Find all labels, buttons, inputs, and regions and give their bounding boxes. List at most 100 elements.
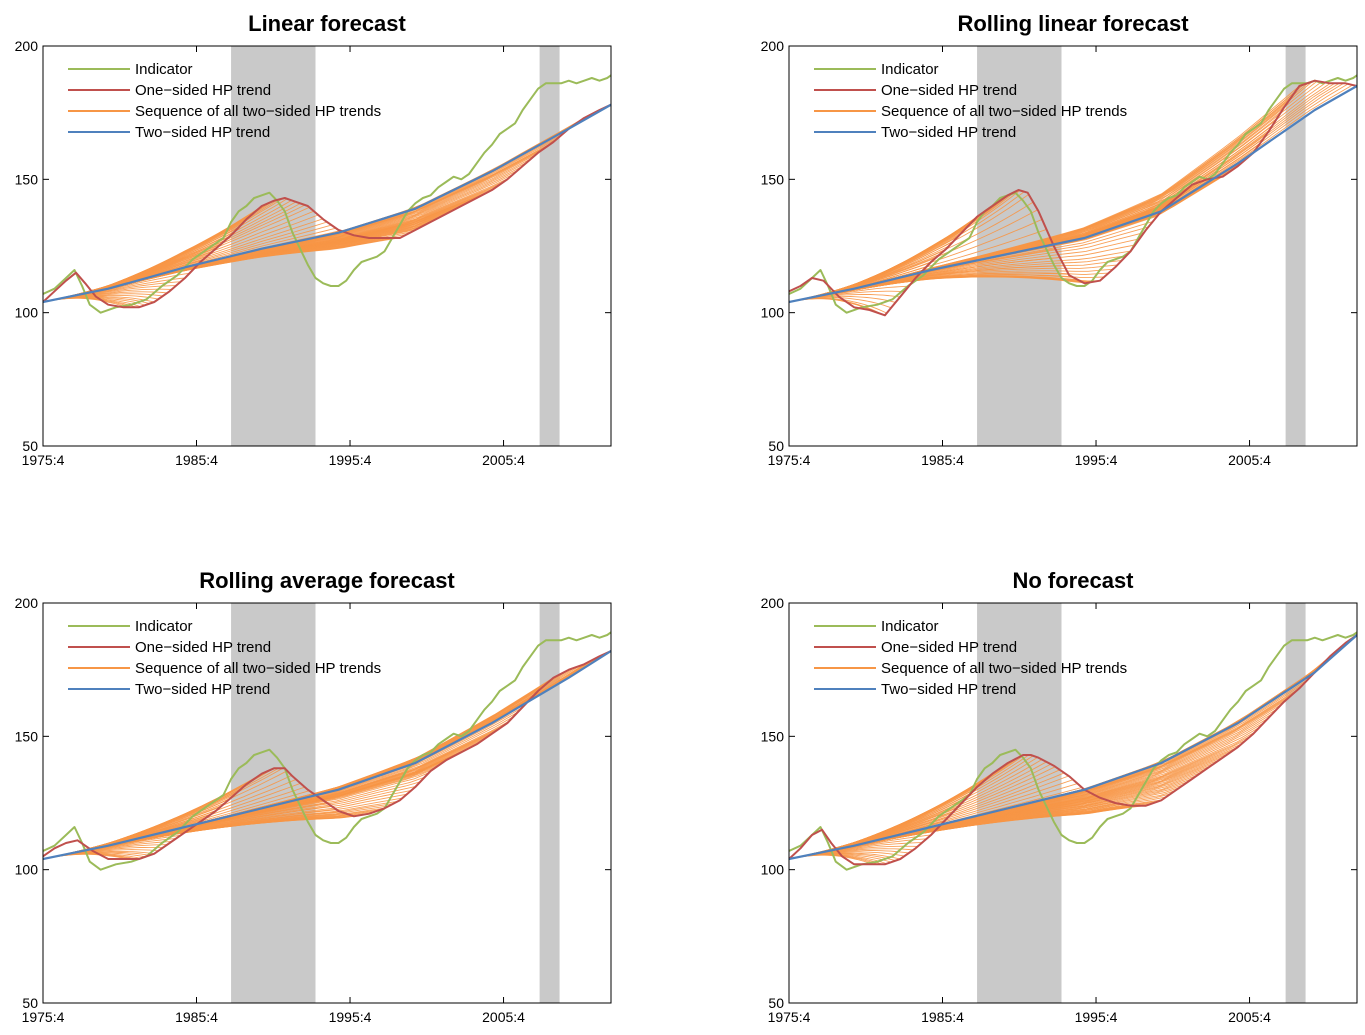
sequence-line — [789, 222, 972, 303]
legend-label: Sequence of all two−sided HP trends — [881, 660, 1127, 677]
sequence-line — [789, 769, 998, 860]
y-tick-label: 50 — [22, 438, 38, 454]
chart-panel-4: No forecast 50 100 150 200 1975:4 1985:4 1995:4… — [761, 568, 1358, 1025]
sequence-line — [43, 112, 594, 303]
chart-panel-3: Rolling average forecast 50 100 150 200 1975:… — [15, 568, 612, 1025]
chart-title: Linear forecast — [248, 11, 406, 36]
legend-label: Indicator — [881, 61, 939, 78]
chart-panel-2: Rolling linear forecast 50 100 150 200 1975:4… — [761, 11, 1358, 468]
y-tick-label: 200 — [761, 595, 785, 611]
y-tick-label: 50 — [22, 995, 38, 1011]
chart-title: Rolling average forecast — [199, 568, 455, 593]
plot-area — [789, 631, 1357, 871]
indicator-line — [789, 631, 1357, 871]
legend: Indicator One−sided HP trend Sequence of a… — [68, 618, 381, 698]
two-sided-hp-trend-line — [43, 103, 611, 304]
legend: Indicator One−sided HP trend Sequence of a… — [814, 61, 1127, 141]
x-tick-label: 1995:4 — [1075, 1009, 1118, 1025]
sequence-line — [43, 650, 611, 860]
y-tick-label: 200 — [15, 595, 39, 611]
indicator-line — [43, 74, 611, 314]
one-sided-hp-trend-line — [43, 650, 611, 860]
sequence-lines — [43, 650, 611, 860]
sequence-line — [789, 648, 1340, 860]
sequence-line — [43, 654, 603, 860]
legend-label: Sequence of all two−sided HP trends — [135, 660, 381, 677]
legend-label: One−sided HP trend — [135, 82, 271, 99]
sequence-line — [43, 206, 261, 303]
plot-area — [789, 74, 1357, 317]
sequence-line — [789, 211, 985, 303]
x-tick-label: 1995:4 — [329, 1009, 372, 1025]
axes-frame — [788, 45, 1358, 447]
sequence-line — [789, 195, 1007, 303]
shaded-period-2 — [1285, 603, 1306, 1003]
x-tick-label: 1995:4 — [1075, 452, 1118, 468]
legend: Indicator One−sided HP trend Sequence of a… — [814, 618, 1127, 698]
sequence-line — [43, 656, 598, 860]
x-tick-label: 2005:4 — [1228, 452, 1271, 468]
legend-label: Sequence of all two−sided HP trends — [881, 103, 1127, 120]
sequence-line — [789, 780, 985, 860]
chart-panel-1: Linear forecast 50 100 150 200 1975:4 1985:4 19… — [15, 11, 612, 468]
shaded-period-2 — [1285, 46, 1306, 446]
legend: Indicator One−sided HP trend Sequence of a… — [68, 61, 381, 141]
sequence-lines — [43, 104, 611, 308]
two-sided-hp-trend-line — [789, 85, 1357, 304]
x-tick-label: 2005:4 — [482, 452, 525, 468]
sequence-line — [789, 227, 967, 303]
sequence-line — [43, 108, 603, 303]
chart-title: No forecast — [1012, 568, 1134, 593]
x-tick-label: 1985:4 — [921, 1009, 964, 1025]
y-tick-label: 200 — [761, 38, 785, 54]
x-tick-label: 1975:4 — [22, 452, 65, 468]
one-sided-hp-trend-line — [789, 79, 1357, 317]
axes-frame — [788, 602, 1358, 1004]
axes-frame — [42, 45, 612, 447]
sequence-line — [789, 651, 1336, 860]
plot-area — [43, 631, 611, 871]
x-tick-label: 1985:4 — [175, 1009, 218, 1025]
sequence-line — [43, 115, 590, 303]
y-tick-label: 150 — [761, 728, 785, 744]
sequence-line — [789, 208, 990, 303]
legend-label: Two−sided HP trend — [881, 681, 1016, 698]
y-tick-label: 100 — [761, 305, 785, 321]
two-sided-hp-trend-line — [43, 650, 611, 861]
x-tick-label: 1975:4 — [22, 1009, 65, 1025]
legend-label: Two−sided HP trend — [135, 124, 270, 141]
sequence-line — [789, 214, 981, 303]
sequence-line — [43, 104, 611, 303]
indicator-line — [43, 631, 611, 871]
legend-label: Indicator — [881, 618, 939, 635]
y-tick-label: 50 — [768, 995, 784, 1011]
y-tick-label: 100 — [761, 862, 785, 878]
legend-label: Sequence of all two−sided HP trends — [135, 103, 381, 120]
sequence-line — [43, 110, 598, 303]
sequence-line — [789, 217, 976, 303]
one-sided-hp-trend-line — [789, 634, 1357, 866]
legend-label: One−sided HP trend — [135, 639, 271, 656]
y-tick-label: 150 — [15, 171, 39, 187]
y-tick-label: 150 — [15, 728, 39, 744]
y-tick-label: 50 — [768, 438, 784, 454]
chart-title: Rolling linear forecast — [957, 11, 1189, 36]
axes-frame — [42, 602, 612, 1004]
x-tick-label: 1985:4 — [921, 452, 964, 468]
sequence-line — [43, 661, 590, 860]
legend-label: Indicator — [135, 61, 193, 78]
shaded-period-2 — [539, 46, 560, 446]
x-tick-label: 1985:4 — [175, 452, 218, 468]
y-tick-label: 150 — [761, 171, 785, 187]
legend-label: Indicator — [135, 618, 193, 635]
x-tick-label: 1995:4 — [329, 452, 372, 468]
legend-label: One−sided HP trend — [881, 639, 1017, 656]
x-tick-label: 1975:4 — [768, 1009, 811, 1025]
y-tick-label: 100 — [15, 305, 39, 321]
shaded-period-2 — [539, 603, 560, 1003]
legend-label: One−sided HP trend — [881, 82, 1017, 99]
indicator-line — [789, 74, 1357, 314]
plot-area — [43, 74, 611, 314]
